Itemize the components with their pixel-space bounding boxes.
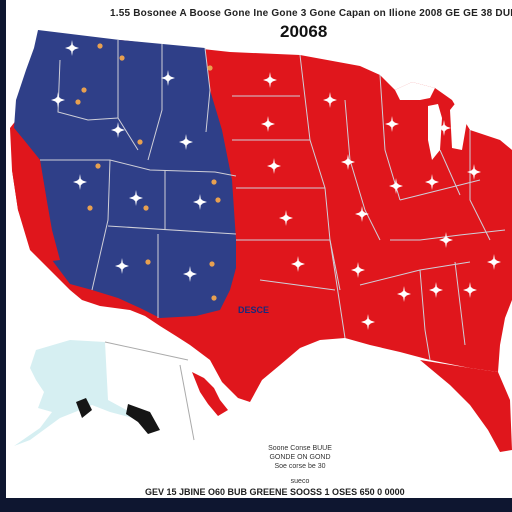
- legend: Soone Conse BUUE GONDE ON GOND Soe corse…: [255, 444, 345, 486]
- dot-marker-icon: [75, 99, 81, 105]
- star-marker-icon: [341, 154, 355, 170]
- star-marker-icon: [425, 174, 439, 190]
- bottom-caption: GEV 15 JBINE O60 BUB GREENE SOOSS 1 OSES…: [145, 487, 405, 497]
- legend-line: Soe corse be 30: [274, 463, 326, 470]
- star-marker-icon: [111, 122, 125, 138]
- star-marker-icon: [355, 206, 369, 222]
- star-marker-icon: [73, 174, 87, 190]
- dot-marker-icon: [209, 261, 215, 267]
- dot-marker-icon: [119, 55, 125, 61]
- dot-marker-icon: [137, 139, 143, 145]
- top-caption: 1.55 Bosonee A Boose Gone Ine Gone 3 Gon…: [110, 8, 512, 19]
- dot-marker-icon: [215, 197, 221, 203]
- star-marker-icon: [385, 116, 399, 132]
- blue-region: [14, 30, 236, 318]
- legend-line: GONDE ON GOND: [269, 454, 331, 461]
- star-marker-icon: [389, 178, 403, 194]
- star-marker-icon: [161, 70, 175, 86]
- alaska: [14, 340, 145, 446]
- star-marker-icon: [51, 92, 65, 108]
- dot-marker-icon: [211, 179, 217, 185]
- star-markers: [51, 40, 501, 330]
- hawaii: [192, 372, 228, 416]
- dot-marker-icon: [211, 295, 217, 301]
- star-marker-icon: [429, 282, 443, 298]
- star-marker-icon: [279, 210, 293, 226]
- alaska-panhandle-detail: [76, 398, 92, 418]
- star-marker-icon: [129, 190, 143, 206]
- star-marker-icon: [487, 254, 501, 270]
- star-marker-icon: [291, 256, 305, 272]
- bottom-edge-bar: [0, 498, 512, 512]
- dot-marker-icon: [207, 65, 213, 71]
- left-edge-bar: [0, 0, 6, 512]
- star-marker-icon: [323, 92, 337, 108]
- great-lakes: [395, 82, 468, 160]
- dot-marker-icon: [87, 205, 93, 211]
- state-borders: [40, 40, 506, 361]
- star-marker-icon: [261, 116, 275, 132]
- star-marker-icon: [361, 314, 375, 330]
- alaska-border-line: [104, 341, 189, 361]
- star-marker-icon: [437, 120, 451, 136]
- star-marker-icon: [65, 40, 79, 56]
- dot-marker-icon: [97, 43, 103, 49]
- star-marker-icon: [397, 286, 411, 302]
- dot-marker-icon: [95, 163, 101, 169]
- star-marker-icon: [193, 194, 207, 210]
- star-marker-icon: [267, 158, 281, 174]
- hawaii-divider-line: [179, 364, 195, 441]
- dot-markers: [75, 43, 221, 301]
- star-marker-icon: [115, 258, 129, 274]
- star-marker-icon: [183, 266, 197, 282]
- star-marker-icon: [263, 72, 277, 88]
- star-marker-icon: [439, 232, 453, 248]
- legend-line: Soone Conse BUUE: [268, 445, 332, 452]
- map-title: 20068: [280, 22, 328, 41]
- dot-marker-icon: [81, 87, 87, 93]
- star-marker-icon: [351, 262, 365, 278]
- red-region-south: [420, 360, 512, 452]
- red-inlet: [12, 128, 60, 262]
- dot-marker-icon: [145, 259, 151, 265]
- center-region-label: DESCE: [238, 305, 270, 315]
- alaska-dark: [126, 404, 160, 434]
- star-marker-icon: [179, 134, 193, 150]
- legend-footer: sueco: [290, 478, 310, 485]
- star-marker-icon: [463, 282, 477, 298]
- star-marker-icon: [467, 164, 481, 180]
- dot-marker-icon: [143, 205, 149, 211]
